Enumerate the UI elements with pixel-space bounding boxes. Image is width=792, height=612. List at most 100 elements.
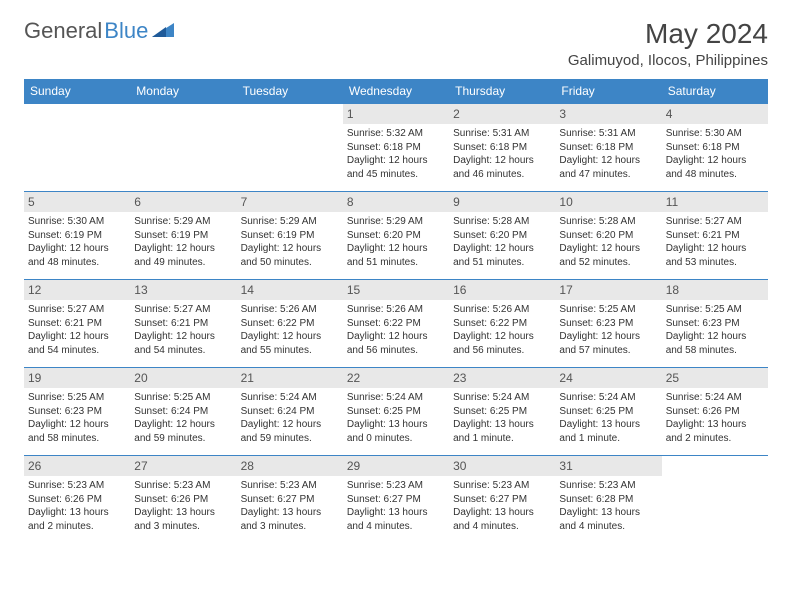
day-number: 21 [237, 368, 343, 388]
calendar-day-cell: 27Sunrise: 5:23 AMSunset: 6:26 PMDayligh… [130, 456, 236, 544]
weekday-header: Sunday [24, 79, 130, 104]
weekday-header: Saturday [662, 79, 768, 104]
sunrise-line: Sunrise: 5:23 AM [134, 479, 232, 493]
calendar-day-cell: 19Sunrise: 5:25 AMSunset: 6:23 PMDayligh… [24, 368, 130, 456]
calendar-table: SundayMondayTuesdayWednesdayThursdayFrid… [24, 79, 768, 544]
sunrise-line: Sunrise: 5:28 AM [453, 215, 551, 229]
sunset-line: Sunset: 6:21 PM [666, 229, 764, 243]
daylight-line: Daylight: 12 hours and 48 minutes. [666, 154, 764, 181]
sunrise-line: Sunrise: 5:23 AM [28, 479, 126, 493]
calendar-day-cell: 4Sunrise: 5:30 AMSunset: 6:18 PMDaylight… [662, 104, 768, 192]
sunrise-line: Sunrise: 5:27 AM [134, 303, 232, 317]
calendar-day-cell: 13Sunrise: 5:27 AMSunset: 6:21 PMDayligh… [130, 280, 236, 368]
month-title: May 2024 [568, 18, 768, 50]
sunset-line: Sunset: 6:20 PM [347, 229, 445, 243]
daylight-line: Daylight: 12 hours and 54 minutes. [134, 330, 232, 357]
sunrise-line: Sunrise: 5:24 AM [241, 391, 339, 405]
day-number: 9 [449, 192, 555, 212]
daylight-line: Daylight: 12 hours and 53 minutes. [666, 242, 764, 269]
calendar-day-cell: 2Sunrise: 5:31 AMSunset: 6:18 PMDaylight… [449, 104, 555, 192]
day-number: 20 [130, 368, 236, 388]
daylight-line: Daylight: 12 hours and 56 minutes. [453, 330, 551, 357]
calendar-day-cell: 8Sunrise: 5:29 AMSunset: 6:20 PMDaylight… [343, 192, 449, 280]
weekday-header-row: SundayMondayTuesdayWednesdayThursdayFrid… [24, 79, 768, 104]
sunset-line: Sunset: 6:20 PM [453, 229, 551, 243]
sunset-line: Sunset: 6:27 PM [347, 493, 445, 507]
daylight-line: Daylight: 13 hours and 2 minutes. [28, 506, 126, 533]
calendar-day-cell: 23Sunrise: 5:24 AMSunset: 6:25 PMDayligh… [449, 368, 555, 456]
daylight-line: Daylight: 12 hours and 56 minutes. [347, 330, 445, 357]
calendar-day-cell: 9Sunrise: 5:28 AMSunset: 6:20 PMDaylight… [449, 192, 555, 280]
calendar-day-cell: 15Sunrise: 5:26 AMSunset: 6:22 PMDayligh… [343, 280, 449, 368]
calendar-day-cell: 17Sunrise: 5:25 AMSunset: 6:23 PMDayligh… [555, 280, 661, 368]
calendar-row: 19Sunrise: 5:25 AMSunset: 6:23 PMDayligh… [24, 368, 768, 456]
sunset-line: Sunset: 6:26 PM [666, 405, 764, 419]
day-number: 15 [343, 280, 449, 300]
day-number: 31 [555, 456, 661, 476]
sunrise-line: Sunrise: 5:31 AM [453, 127, 551, 141]
calendar-day-cell: 20Sunrise: 5:25 AMSunset: 6:24 PMDayligh… [130, 368, 236, 456]
sunrise-line: Sunrise: 5:30 AM [28, 215, 126, 229]
calendar-day-cell: 24Sunrise: 5:24 AMSunset: 6:25 PMDayligh… [555, 368, 661, 456]
sunrise-line: Sunrise: 5:26 AM [241, 303, 339, 317]
day-number: 2 [449, 104, 555, 124]
daylight-line: Daylight: 13 hours and 4 minutes. [347, 506, 445, 533]
sunset-line: Sunset: 6:27 PM [241, 493, 339, 507]
sunset-line: Sunset: 6:24 PM [241, 405, 339, 419]
calendar-empty-cell [237, 104, 343, 192]
daylight-line: Daylight: 12 hours and 51 minutes. [347, 242, 445, 269]
daylight-line: Daylight: 13 hours and 1 minute. [453, 418, 551, 445]
day-number: 10 [555, 192, 661, 212]
sunrise-line: Sunrise: 5:26 AM [453, 303, 551, 317]
calendar-day-cell: 16Sunrise: 5:26 AMSunset: 6:22 PMDayligh… [449, 280, 555, 368]
daylight-line: Daylight: 13 hours and 2 minutes. [666, 418, 764, 445]
daylight-line: Daylight: 12 hours and 52 minutes. [559, 242, 657, 269]
day-number: 7 [237, 192, 343, 212]
calendar-empty-cell [24, 104, 130, 192]
weekday-header: Tuesday [237, 79, 343, 104]
sunset-line: Sunset: 6:19 PM [241, 229, 339, 243]
calendar-day-cell: 10Sunrise: 5:28 AMSunset: 6:20 PMDayligh… [555, 192, 661, 280]
sunrise-line: Sunrise: 5:25 AM [666, 303, 764, 317]
brand-name-1: General [24, 18, 102, 44]
weekday-header: Monday [130, 79, 236, 104]
sunset-line: Sunset: 6:21 PM [28, 317, 126, 331]
brand-logo: GeneralBlue [24, 18, 174, 44]
calendar-row: 1Sunrise: 5:32 AMSunset: 6:18 PMDaylight… [24, 104, 768, 192]
sunset-line: Sunset: 6:18 PM [453, 141, 551, 155]
calendar-row: 5 Sunrise: 5:30 AM Sunset: 6:19 PM Daylight… [24, 192, 768, 280]
location-text: Galimuyod, Ilocos, Philippines [568, 52, 768, 69]
day-number: 4 [662, 104, 768, 124]
sunset-line: Sunset: 6:21 PM [134, 317, 232, 331]
sunset-line: Sunset: 6:20 PM [559, 229, 657, 243]
day-number: 5 [24, 192, 130, 212]
daylight-line: Daylight: 12 hours and 58 minutes. [666, 330, 764, 357]
calendar-row: 12Sunrise: 5:27 AMSunset: 6:21 PMDayligh… [24, 280, 768, 368]
calendar-day-cell: 11Sunrise: 5:27 AMSunset: 6:21 PMDayligh… [662, 192, 768, 280]
daylight-line: Daylight: 12 hours and 59 minutes. [134, 418, 232, 445]
calendar-day-cell: 28Sunrise: 5:23 AMSunset: 6:27 PMDayligh… [237, 456, 343, 544]
day-number: 30 [449, 456, 555, 476]
day-number: 28 [237, 456, 343, 476]
sunrise-line: Sunrise: 5:23 AM [347, 479, 445, 493]
sunrise-line: Sunrise: 5:24 AM [666, 391, 764, 405]
sunset-line: Sunset: 6:23 PM [559, 317, 657, 331]
daylight-line: Daylight: 13 hours and 0 minutes. [347, 418, 445, 445]
day-number: 25 [662, 368, 768, 388]
sunset-line: Sunset: 6:18 PM [666, 141, 764, 155]
day-number: 14 [237, 280, 343, 300]
day-number: 3 [555, 104, 661, 124]
calendar-day-cell: 26Sunrise: 5:23 AMSunset: 6:26 PMDayligh… [24, 456, 130, 544]
calendar-day-cell: 14Sunrise: 5:26 AMSunset: 6:22 PMDayligh… [237, 280, 343, 368]
day-number: 18 [662, 280, 768, 300]
sunrise-line: Sunrise: 5:26 AM [347, 303, 445, 317]
sunset-line: Sunset: 6:19 PM [134, 229, 232, 243]
title-block: May 2024 Galimuyod, Ilocos, Philippines [568, 18, 768, 69]
day-number: 23 [449, 368, 555, 388]
day-number: 16 [449, 280, 555, 300]
daylight-line: Daylight: 12 hours and 57 minutes. [559, 330, 657, 357]
day-number: 1 [343, 104, 449, 124]
sunset-line: Sunset: 6:27 PM [453, 493, 551, 507]
calendar-day-cell: 3Sunrise: 5:31 AMSunset: 6:18 PMDaylight… [555, 104, 661, 192]
sunrise-line: Sunrise: 5:25 AM [134, 391, 232, 405]
